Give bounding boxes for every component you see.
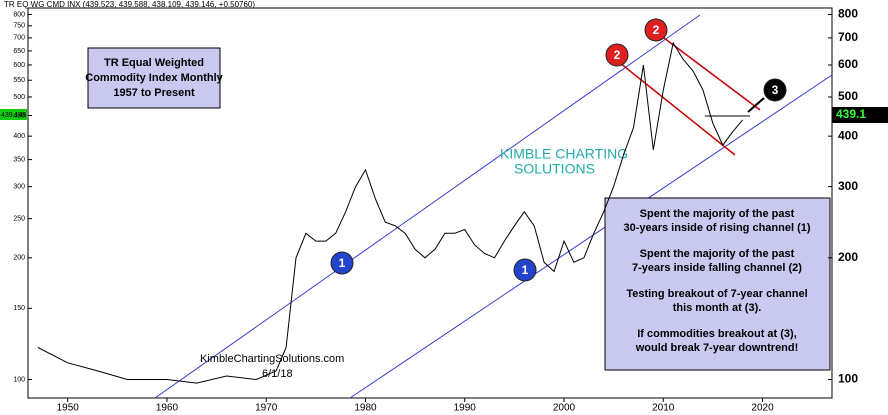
price-tag (0, 109, 27, 120)
x-tick-label: 1950 (57, 403, 80, 414)
channel-line (349, 74, 833, 399)
price-tag-label: 439.146 (1, 112, 26, 119)
marker-label: 3 (772, 83, 779, 97)
y2-tick-label: 200 (838, 250, 858, 264)
note: 7-years inside falling channel (2) (632, 262, 802, 274)
y-tick-label: 550 (13, 77, 25, 84)
site: KimbleChartingSolutions.com (200, 353, 344, 365)
marker-label: 2 (653, 23, 660, 37)
y-tick-label: 200 (13, 255, 25, 262)
note: would break 7-year downtrend! (635, 342, 799, 354)
marker (605, 43, 629, 67)
x-tick-label: 1980 (354, 403, 377, 414)
y2-tick-label: 100 (838, 372, 858, 386)
y-tick-label: 300 (13, 183, 25, 190)
watermark: SOLUTIONS (514, 161, 595, 177)
y-tick-label: 500 (13, 94, 25, 101)
marker (763, 78, 787, 102)
y2-tick-label: 300 (838, 179, 858, 193)
note: If commodities breakout at (3), (637, 328, 797, 340)
price-tag-label: 439.1 (836, 107, 866, 121)
y-tick-label: 800 (13, 11, 25, 18)
y-tick-label: 350 (13, 156, 25, 163)
x-tick-label: 2000 (553, 403, 576, 414)
date: 6/1/18 (262, 368, 293, 380)
y2-tick-label: 500 (838, 89, 858, 103)
channel-line (659, 34, 761, 111)
y2-tick-label: 700 (838, 30, 858, 44)
x-tick-label: 2020 (751, 403, 774, 414)
y-tick-label: 600 (13, 62, 25, 69)
note: Spent the majority of the past (640, 248, 795, 260)
marker-label: 1 (339, 256, 346, 270)
note: this month at (3). (673, 302, 762, 314)
note: Spent the majority of the past (640, 208, 795, 220)
y-tick-label: 400 (13, 133, 25, 140)
x-tick-label: 1970 (255, 403, 278, 414)
y2-tick-label: 400 (838, 128, 858, 142)
y-tick-label: 650 (13, 48, 25, 55)
y-tick-label: 700 (13, 35, 25, 42)
title-box (87, 47, 221, 109)
y-tick-label: 150 (13, 305, 25, 312)
note-box (604, 197, 831, 371)
title: Commodity Index Monthly (85, 72, 223, 84)
title: TR Equal Weighted (104, 57, 204, 69)
note: Testing breakout of 7-year channel (626, 288, 807, 300)
note: 30-years inside of rising channel (1) (623, 222, 810, 234)
watermark: KIMBLE CHARTING (500, 146, 628, 162)
channel-line (154, 14, 701, 399)
y-tick-label: 250 (13, 215, 25, 222)
price-tag (832, 107, 888, 123)
title: 1957 to Present (113, 87, 195, 99)
price-line (37, 41, 744, 384)
y-tick-label: 450 (13, 112, 25, 119)
marker (513, 258, 537, 282)
marker (330, 251, 354, 275)
y2-tick-label: 600 (838, 57, 858, 71)
marker (644, 18, 668, 42)
marker-label: 2 (614, 48, 621, 62)
arrow (747, 97, 765, 113)
channel-line (609, 54, 736, 156)
x-tick-label: 1990 (454, 403, 477, 414)
header: TR EQ WG CMD INX (439.523, 439.588, 438.… (4, 0, 255, 9)
y2-tick-label: 800 (838, 7, 858, 21)
marker-label: 1 (522, 263, 529, 277)
y-tick-label: 750 (13, 23, 25, 30)
x-tick-label: 1960 (156, 403, 179, 414)
x-tick-label: 2010 (652, 403, 675, 414)
y-tick-label: 100 (13, 376, 25, 383)
